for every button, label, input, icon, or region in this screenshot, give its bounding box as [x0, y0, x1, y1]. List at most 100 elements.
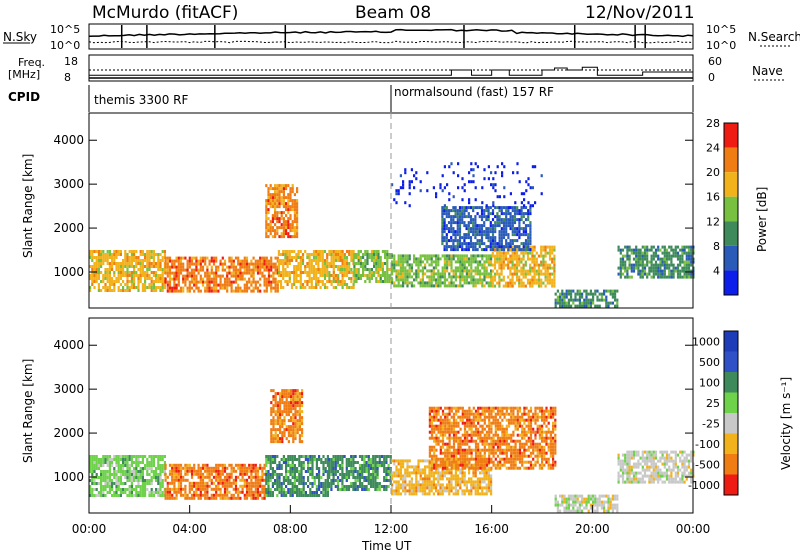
heatmap-cell	[607, 304, 610, 308]
heatmap-cell	[641, 272, 644, 276]
heatmap-cell	[614, 292, 617, 296]
cpid-segment-1: themis 3300 RF	[94, 93, 188, 107]
heatmap-cell	[454, 483, 457, 487]
heatmap-cell	[113, 271, 116, 274]
heatmap-cell	[435, 192, 438, 196]
heatmap-cell	[269, 488, 272, 491]
heatmap-cell	[415, 468, 418, 472]
heatmap-cell	[171, 469, 174, 473]
heatmap-cell	[215, 271, 218, 275]
heatmap-cell	[188, 484, 191, 488]
heatmap-cell	[267, 208, 270, 212]
heatmap-cell	[91, 470, 94, 473]
heatmap-cell	[376, 464, 379, 467]
heatmap-cell	[315, 485, 318, 488]
heatmap-cell	[540, 278, 543, 282]
heatmap-cell	[454, 221, 457, 225]
heatmap-cell	[527, 224, 530, 228]
heatmap-cell	[657, 275, 660, 279]
heatmap-cell	[159, 482, 162, 485]
heatmap-cell	[384, 262, 387, 265]
heatmap-cell	[270, 283, 273, 287]
heatmap-cell	[489, 242, 492, 246]
heatmap-cell	[234, 478, 238, 482]
heatmap-cell	[498, 242, 501, 246]
heatmap-cell	[683, 266, 686, 270]
heatmap-cell	[237, 463, 240, 467]
heatmap-cell	[364, 274, 367, 277]
heatmap-cell	[388, 268, 391, 271]
heatmap-cell	[243, 469, 246, 473]
heatmap-cell	[432, 284, 435, 288]
heatmap-cell	[496, 221, 499, 225]
heatmap-cell	[421, 281, 424, 285]
heatmap-cell	[113, 283, 116, 286]
heatmap-cell	[146, 470, 149, 473]
heatmap-cell	[175, 496, 178, 500]
heatmap-cell	[450, 489, 453, 493]
heatmap-cell	[130, 461, 133, 464]
heatmap-cell	[226, 493, 229, 497]
heatmap-cell	[122, 461, 125, 464]
heatmap-cell	[448, 254, 451, 258]
heatmap-cell	[265, 208, 268, 212]
heatmap-cell	[458, 224, 462, 228]
heatmap-cell	[426, 189, 429, 193]
heatmap-cell	[479, 471, 482, 475]
heatmap-cell	[321, 274, 324, 277]
heatmap-cell	[234, 469, 238, 473]
heatmap-cell	[284, 280, 287, 283]
heatmap-cell	[491, 254, 494, 258]
heatmap-cell	[445, 224, 448, 228]
heatmap-cell	[215, 490, 218, 494]
heatmap-cell	[321, 250, 324, 253]
heatmap-cell	[130, 470, 133, 473]
heatmap-cell	[130, 458, 133, 461]
heatmap-cell	[321, 283, 324, 286]
heatmap-cell	[614, 289, 617, 293]
heatmap-cell	[256, 286, 260, 290]
heatmap-cell	[215, 475, 218, 479]
heatmap-cell	[282, 187, 285, 191]
date-title: 12/Nov/2011	[585, 3, 695, 23]
heatmap-cell	[504, 254, 508, 258]
heatmap-cell	[419, 471, 422, 475]
heatmap-cell	[330, 259, 333, 262]
cpid-panel: CPID themis 3300 RF normalsound (fast) 1…	[8, 85, 694, 112]
heatmap-cell	[256, 466, 260, 470]
heatmap-cell	[201, 463, 205, 467]
heatmap-cell	[670, 260, 673, 264]
heatmap-cell	[223, 475, 227, 479]
heatmap-cell	[446, 260, 449, 264]
heatmap-cell	[210, 271, 213, 275]
heatmap-cell	[315, 283, 318, 286]
heatmap-cell	[570, 295, 573, 299]
heatmap-cell	[271, 235, 274, 239]
heatmap-cell	[630, 263, 633, 267]
heatmap-cell	[296, 205, 299, 209]
heatmap-cell	[280, 482, 283, 485]
heatmap-cell	[304, 482, 307, 485]
heatmap-cell	[534, 165, 537, 169]
heatmap-cell	[437, 489, 440, 493]
heatmap-cell	[241, 484, 244, 488]
heatmap-cell	[157, 286, 160, 289]
heatmap-cell	[290, 286, 294, 289]
heatmap-cell	[252, 265, 255, 269]
heatmap-cell	[445, 242, 448, 246]
heatmap-cell	[108, 271, 111, 274]
heatmap-cell	[265, 491, 268, 494]
heatmap-cell	[361, 470, 364, 473]
heatmap-cell	[443, 260, 446, 264]
heatmap-cell	[366, 277, 369, 280]
heatmap-cell	[197, 262, 200, 266]
heatmap-cell	[421, 477, 424, 481]
heatmap-cell	[177, 271, 180, 275]
heatmap-cell	[287, 235, 290, 239]
heatmap-cell	[265, 461, 268, 464]
heatmap-cell	[328, 280, 331, 283]
heatmap-cell	[479, 254, 482, 258]
heatmap-cell	[293, 476, 296, 479]
heatmap-cell	[291, 473, 294, 476]
heatmap-cell	[600, 298, 603, 302]
